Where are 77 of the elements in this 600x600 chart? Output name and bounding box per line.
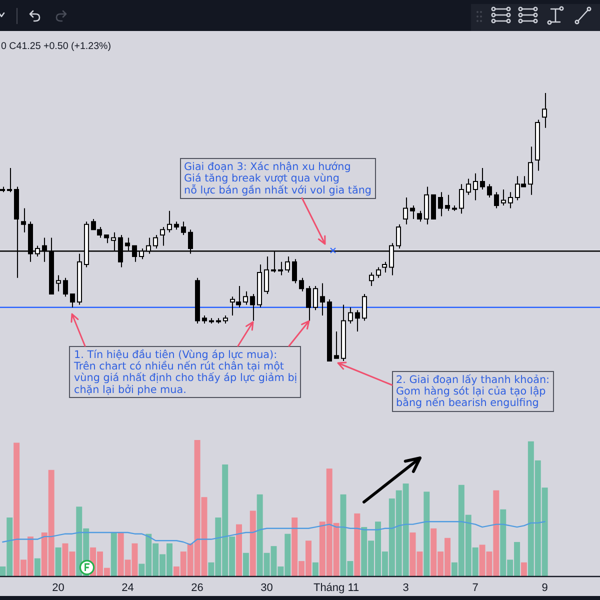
candlestick [528, 146, 533, 196]
candlestick [494, 192, 499, 209]
candlestick [431, 194, 436, 220]
x-tick-label: 26 [191, 582, 204, 594]
candlestick [445, 194, 450, 212]
bar [424, 492, 430, 576]
candlestick [320, 282, 325, 316]
candlestick [542, 92, 547, 128]
bar [354, 513, 360, 576]
candlestick [487, 184, 492, 198]
candlestick [285, 256, 290, 274]
candlestick [77, 253, 82, 306]
candlestick [202, 314, 207, 324]
x-tick-label: 7 [472, 582, 478, 594]
candlestick [369, 272, 374, 286]
candlestick [480, 168, 485, 190]
candlestick [70, 294, 75, 308]
candlestick [278, 261, 283, 276]
candlestick [0, 186, 5, 193]
candlestick [153, 234, 158, 249]
candlestick [403, 197, 408, 225]
candlestick [21, 208, 26, 233]
x-tick-label: 3 [402, 582, 409, 594]
candlestick [362, 294, 367, 322]
candlestick [376, 266, 381, 278]
candlestick [292, 258, 297, 284]
candlestick [396, 224, 401, 249]
candlestick [306, 285, 311, 322]
text: 0 C41.25 +0.50 (+1.23%) [1, 41, 112, 52]
candlestick [250, 294, 255, 322]
candlestick [104, 234, 109, 244]
bar [34, 558, 40, 576]
candlestick [334, 331, 339, 359]
candlestick [174, 221, 179, 230]
candlestick [63, 277, 68, 298]
candlestick [257, 264, 262, 308]
x-tick-label: 24 [122, 582, 134, 594]
candlestick [501, 188, 506, 206]
candlestick [327, 298, 332, 362]
candlestick [7, 168, 12, 193]
bar [312, 562, 318, 576]
candlestick [313, 285, 318, 311]
candlestick [382, 261, 387, 274]
candlestick [452, 205, 457, 212]
candlestick [438, 192, 443, 217]
candlestick [167, 210, 172, 233]
candlestick [264, 256, 269, 294]
bar [242, 552, 249, 576]
candlestick [209, 318, 214, 324]
candlestick [160, 226, 165, 246]
x-tick-label: 20 [52, 582, 64, 594]
candlestick [424, 186, 429, 225]
candlestick [341, 304, 346, 362]
candlestick [56, 274, 61, 292]
candlestick [243, 290, 248, 306]
candlestick [223, 314, 228, 324]
bar [250, 510, 256, 576]
candlestick [459, 184, 464, 214]
candlestick [348, 306, 353, 324]
candlestick [355, 310, 360, 332]
candlestick [410, 205, 415, 220]
candlestick [508, 192, 513, 209]
candlestick [473, 172, 478, 201]
candlestick [181, 221, 186, 236]
candlestick [466, 178, 471, 196]
x-tick-label: Tháng 11 [313, 582, 360, 594]
bar [236, 524, 242, 576]
candlestick [195, 277, 200, 324]
candlestick [216, 318, 221, 324]
bar [110, 532, 117, 576]
x-tick-label: 30 [260, 582, 273, 594]
candlestick [417, 210, 422, 222]
candlestick [299, 277, 304, 292]
candlestick [535, 119, 540, 172]
bar [55, 547, 62, 576]
x-tick-label: 9 [542, 582, 548, 594]
bar [520, 562, 527, 576]
